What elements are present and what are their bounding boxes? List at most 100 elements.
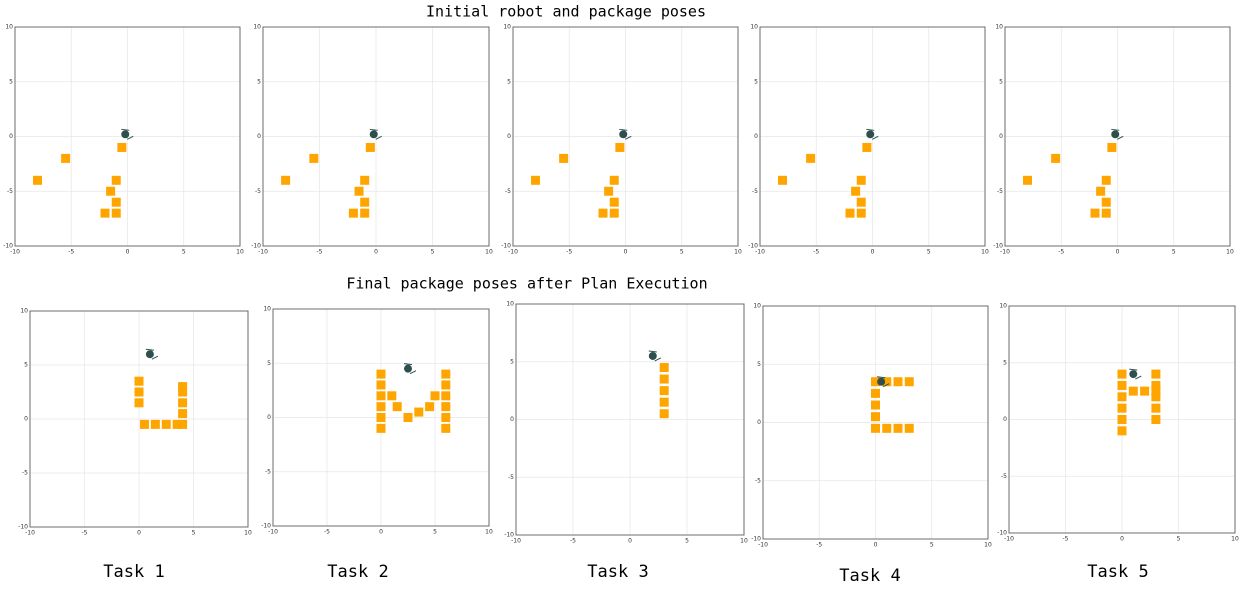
package — [1107, 143, 1116, 152]
x-tick-label: 5 — [1177, 536, 1181, 543]
y-tick-label: 5 — [999, 78, 1003, 85]
chart-title: Task 3 — [587, 562, 648, 582]
package — [112, 198, 121, 207]
chart-title: Task 2 — [327, 562, 388, 582]
package — [610, 198, 619, 207]
y-tick-label: 5 — [267, 360, 271, 367]
y-tick-label: 10 — [995, 24, 1003, 31]
package — [377, 370, 386, 379]
package — [33, 176, 42, 185]
y-tick-label: 0 — [754, 133, 758, 140]
package — [377, 380, 386, 389]
x-tick-label: 10 — [485, 249, 493, 256]
package — [112, 209, 121, 218]
y-tick-label: -10 — [504, 532, 514, 539]
package — [857, 198, 866, 207]
package — [806, 154, 815, 163]
x-tick-label: -10 — [268, 529, 278, 536]
robot-body — [878, 378, 885, 385]
plot: -10-50510-10-50510 — [504, 301, 748, 545]
x-tick-label: 0 — [874, 542, 878, 549]
robot-body — [370, 131, 377, 138]
chart-title: Task 4 — [839, 566, 900, 586]
package — [135, 398, 144, 407]
y-tick-label: 5 — [257, 78, 261, 85]
package — [377, 402, 386, 411]
package — [1102, 198, 1111, 207]
package — [140, 420, 149, 429]
x-tick-label: -10 — [508, 249, 518, 256]
plot: -10-50510-10-50510 — [997, 303, 1239, 543]
x-tick-label: -10 — [1004, 536, 1014, 543]
robot-body — [1130, 371, 1137, 378]
y-tick-label: -10 — [251, 243, 261, 250]
y-tick-label: 5 — [9, 78, 13, 85]
package — [360, 176, 369, 185]
x-tick-label: -5 — [1058, 249, 1064, 256]
package — [387, 391, 396, 400]
package — [1140, 387, 1149, 396]
package — [1151, 370, 1160, 379]
plot: -10-50510-10-50510 — [993, 24, 1234, 256]
x-tick-label: 5 — [431, 249, 435, 256]
package — [1151, 404, 1160, 413]
package — [871, 424, 880, 433]
figure: Initial robot and package poses Final pa… — [0, 0, 1247, 586]
robot-body — [1112, 131, 1119, 138]
x-tick-label: -10 — [755, 249, 765, 256]
package — [106, 187, 115, 196]
x-tick-label: 10 — [244, 530, 252, 537]
y-tick-label: -5 — [265, 468, 271, 475]
y-tick-label: 5 — [507, 78, 511, 85]
x-tick-label: 5 — [1172, 249, 1176, 256]
y-tick-label: -10 — [993, 243, 1003, 250]
y-tick-label: -5 — [997, 188, 1003, 195]
x-tick-label: -5 — [317, 249, 323, 256]
package — [660, 409, 669, 418]
y-tick-label: 0 — [510, 416, 514, 423]
y-tick-label: 0 — [507, 133, 511, 140]
y-tick-label: -5 — [752, 188, 758, 195]
x-tick-label: 0 — [1120, 536, 1124, 543]
x-tick-label: 5 — [927, 249, 931, 256]
y-tick-label: 5 — [510, 358, 514, 365]
y-tick-label: 10 — [999, 303, 1007, 310]
x-tick-label: 10 — [485, 529, 493, 536]
x-tick-label: -10 — [758, 542, 768, 549]
package — [1051, 154, 1060, 163]
y-tick-label: 10 — [263, 306, 271, 313]
package — [414, 408, 423, 417]
package — [441, 380, 450, 389]
package — [660, 398, 669, 407]
package — [1118, 370, 1127, 379]
package — [355, 187, 364, 196]
x-tick-label: 10 — [981, 249, 989, 256]
package — [61, 154, 70, 163]
package — [905, 377, 914, 386]
y-tick-label: 5 — [24, 362, 28, 369]
package — [871, 401, 880, 410]
x-tick-label: -5 — [68, 249, 74, 256]
y-tick-label: -5 — [1001, 473, 1007, 480]
package — [1096, 187, 1105, 196]
x-tick-label: 5 — [930, 542, 934, 549]
y-tick-label: 0 — [757, 419, 761, 426]
x-tick-label: -5 — [816, 542, 822, 549]
package — [309, 154, 318, 163]
package — [117, 143, 126, 152]
y-tick-label: 10 — [20, 308, 28, 315]
package — [441, 413, 450, 422]
y-tick-label: -10 — [751, 536, 761, 543]
y-tick-label: 0 — [9, 133, 13, 140]
y-tick-label: 0 — [267, 414, 271, 421]
package — [404, 413, 413, 422]
x-tick-label: 0 — [624, 249, 628, 256]
plot: -10-50510-10-50510 — [748, 24, 989, 256]
y-tick-label: -10 — [18, 524, 28, 531]
x-tick-label: 10 — [1226, 249, 1234, 256]
y-tick-label: 10 — [506, 301, 514, 308]
x-tick-label: -5 — [324, 529, 330, 536]
x-tick-label: 0 — [126, 249, 130, 256]
